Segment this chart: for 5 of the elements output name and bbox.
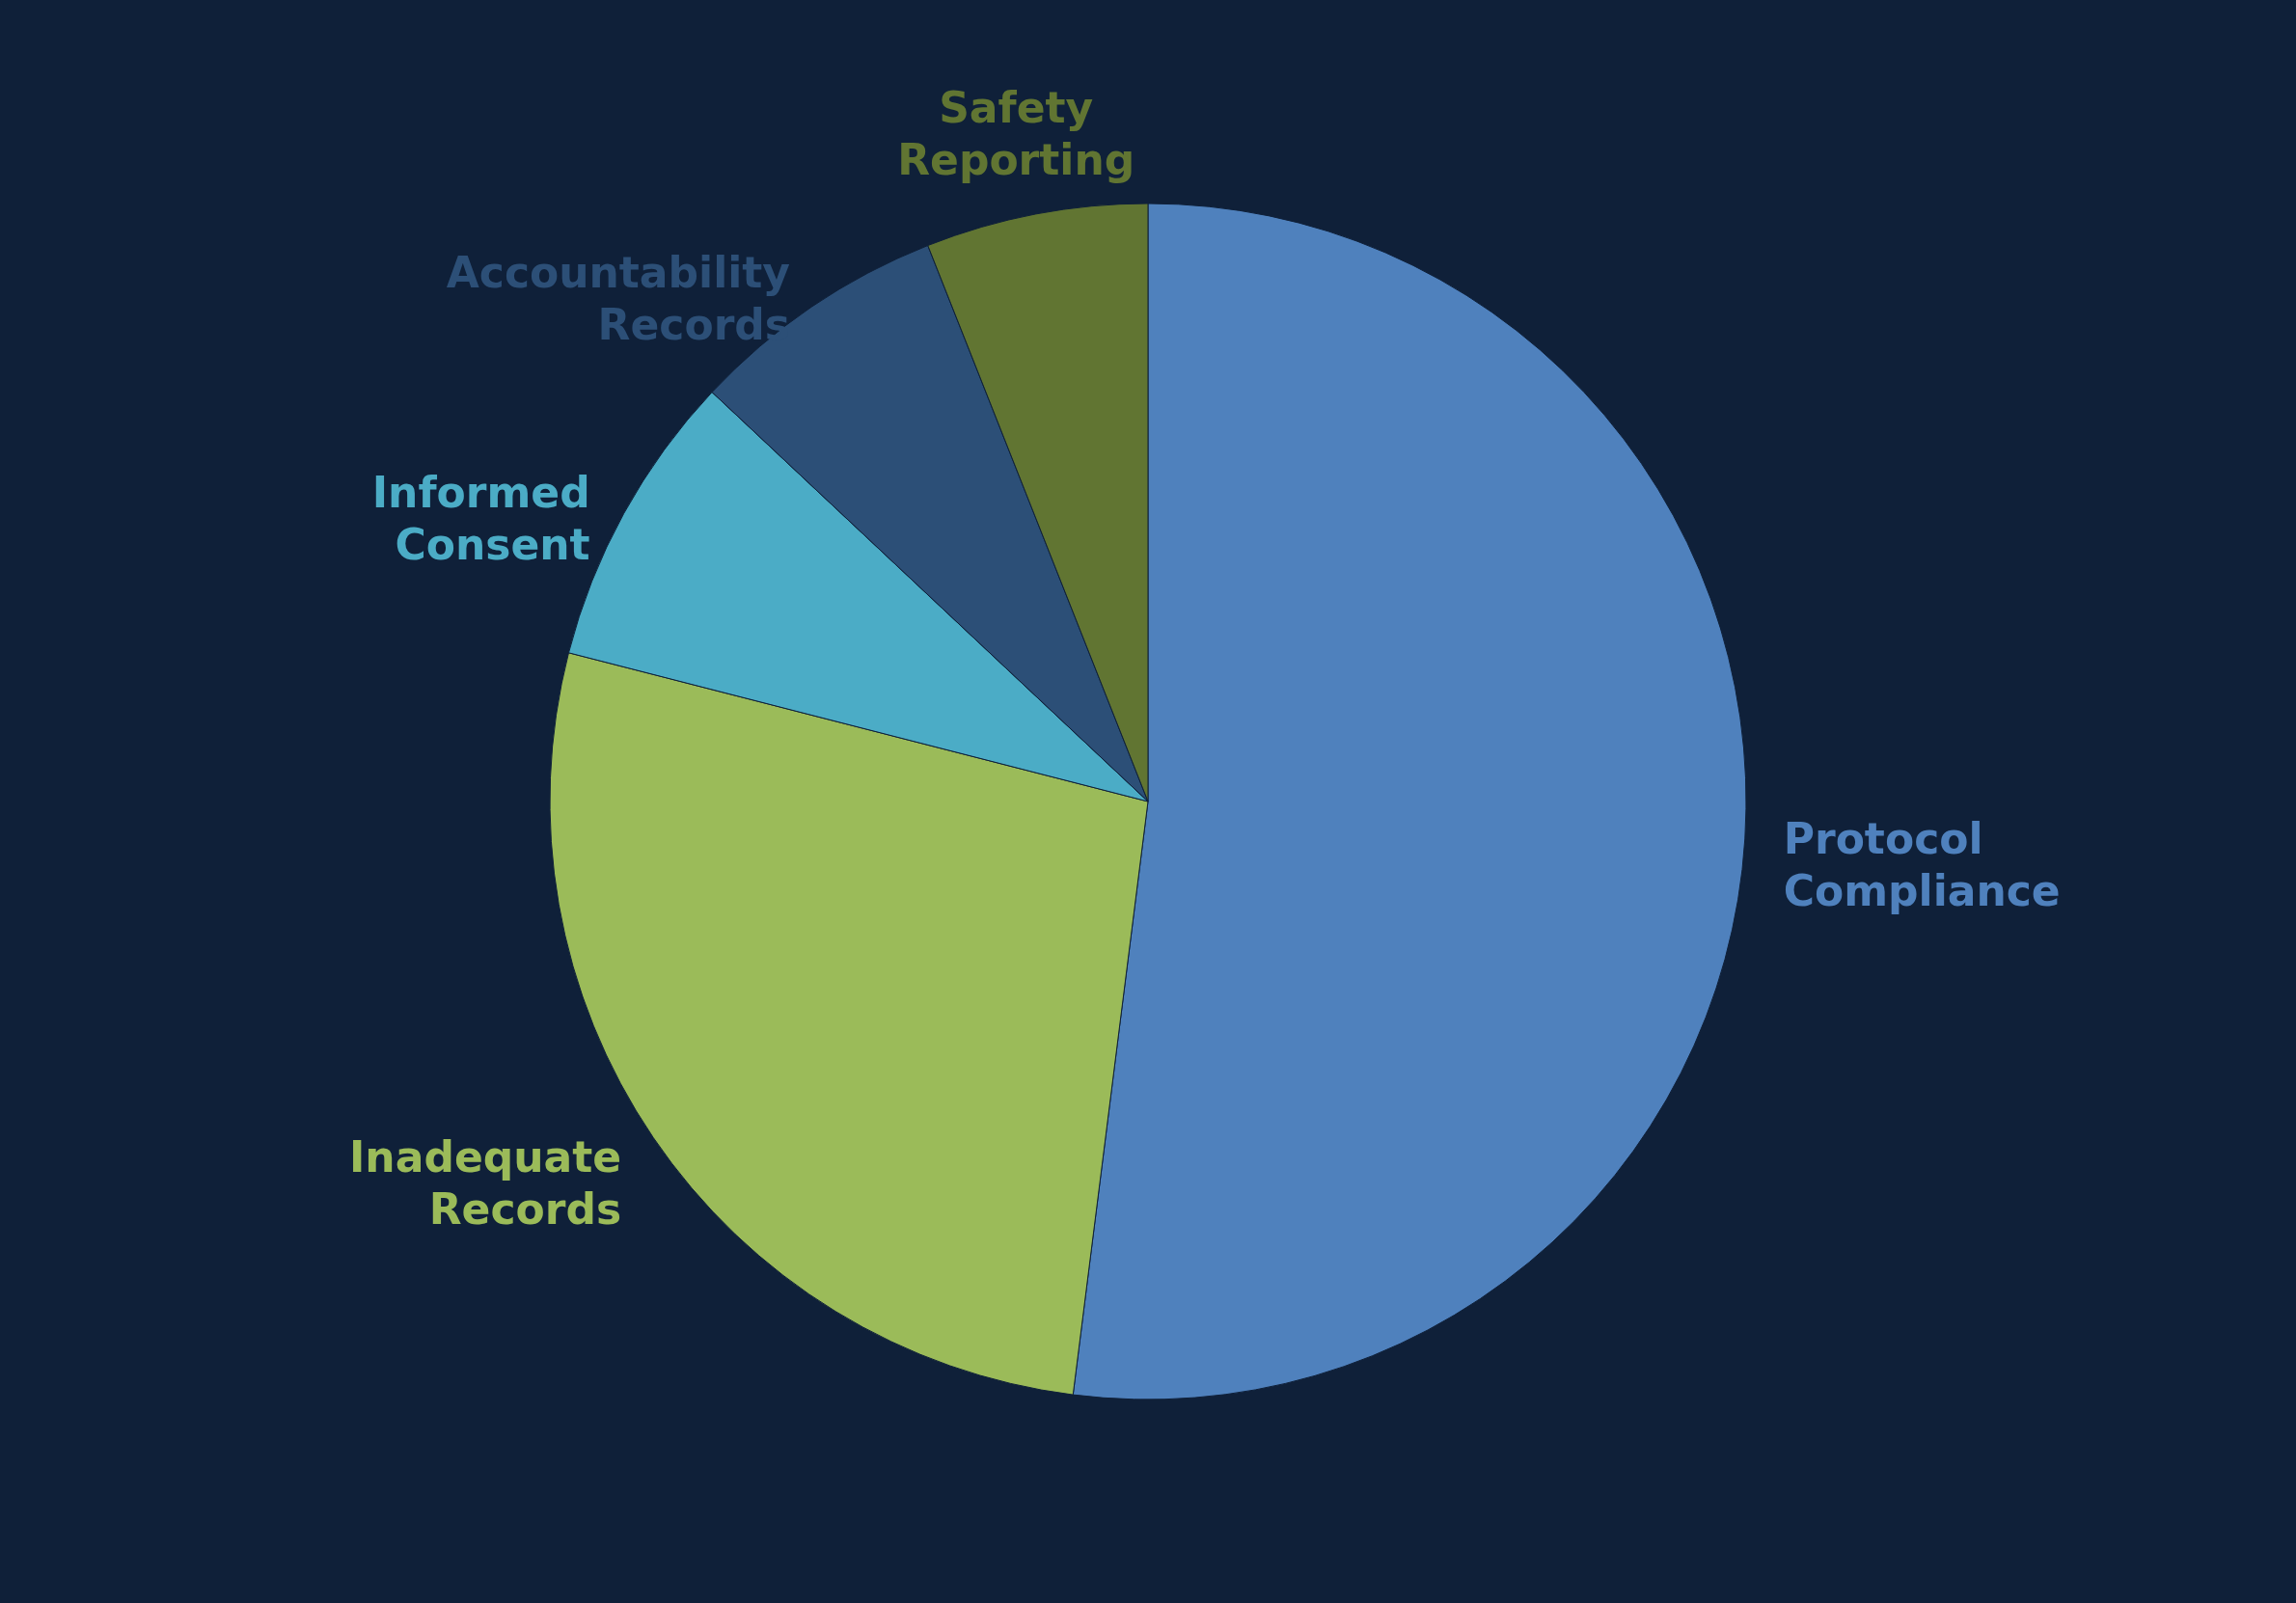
slice-label: Inadequate Records <box>349 1131 622 1234</box>
slice-label: Accountability Records <box>446 248 791 350</box>
slice-label: Protocol Compliance <box>1783 814 2061 916</box>
slice-label: Informed Consent <box>371 468 590 570</box>
slice-label: Safety Reporting <box>897 82 1135 184</box>
